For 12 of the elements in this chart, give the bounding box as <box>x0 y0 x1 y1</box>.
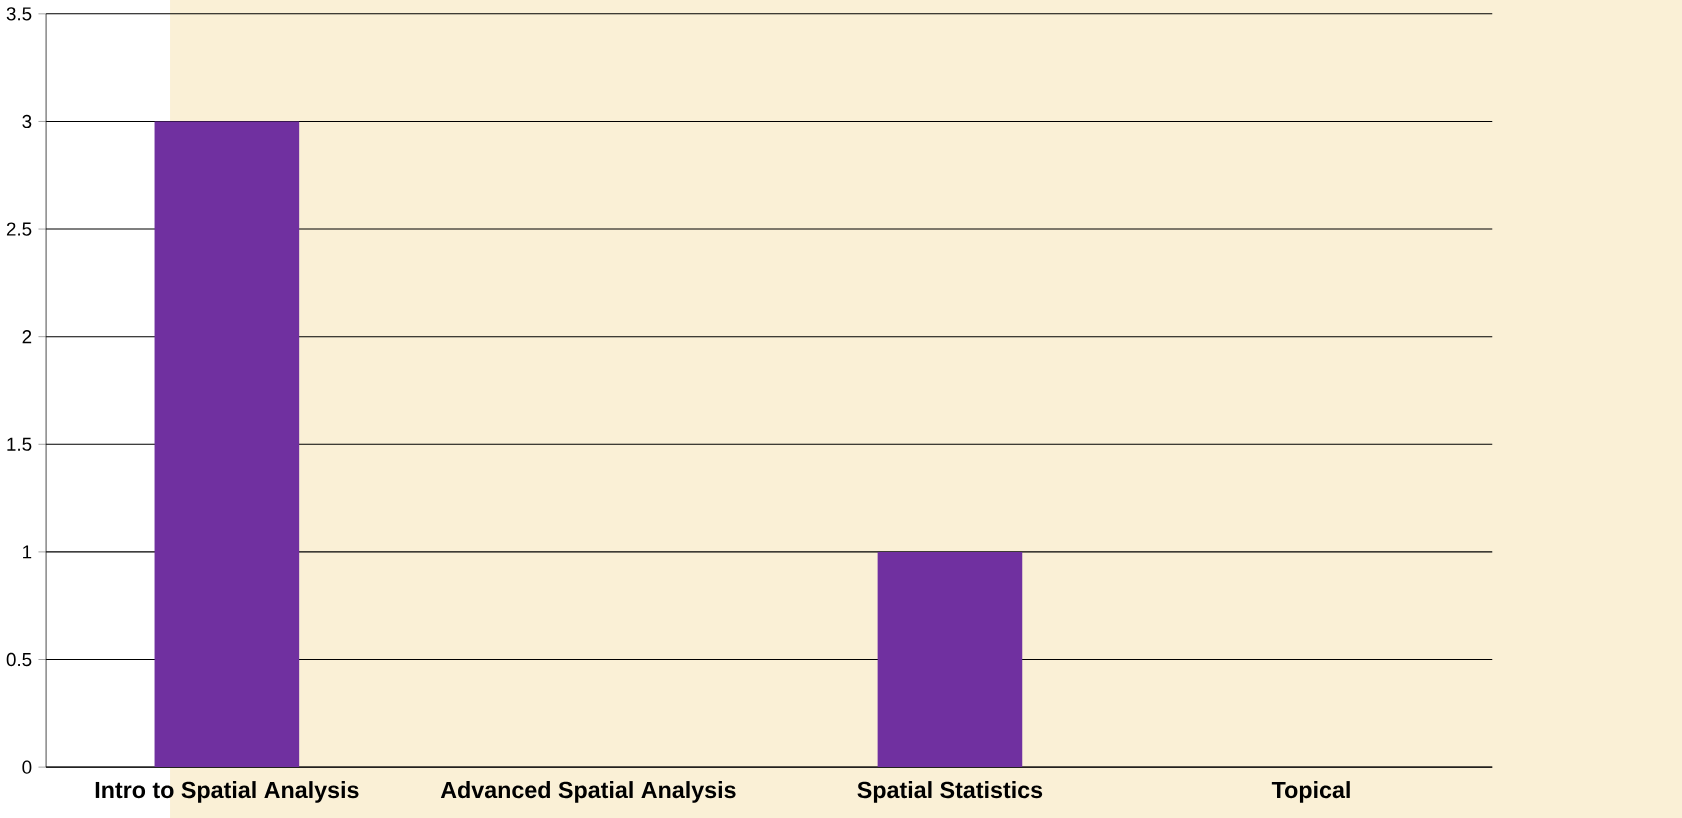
y-tick-label: 2 <box>22 330 32 344</box>
x-tick-label: Spatial Statistics <box>857 781 1043 803</box>
y-tick-label: 2.5 <box>6 222 32 236</box>
y-tick-label: 0 <box>22 760 32 774</box>
x-tick-label: Topical <box>1271 781 1350 803</box>
y-tick-label: 3 <box>22 114 32 129</box>
x-tick-label: Intro to Spatial Analysis <box>95 781 359 803</box>
x-tick-label: Advanced Spatial Analysis <box>440 781 736 803</box>
y-tick-label: 0.5 <box>6 652 32 667</box>
y-tick-label: 3.5 <box>6 7 32 21</box>
y-tick-label: 1.5 <box>7 437 32 451</box>
y-tick-label: 1 <box>23 545 32 559</box>
